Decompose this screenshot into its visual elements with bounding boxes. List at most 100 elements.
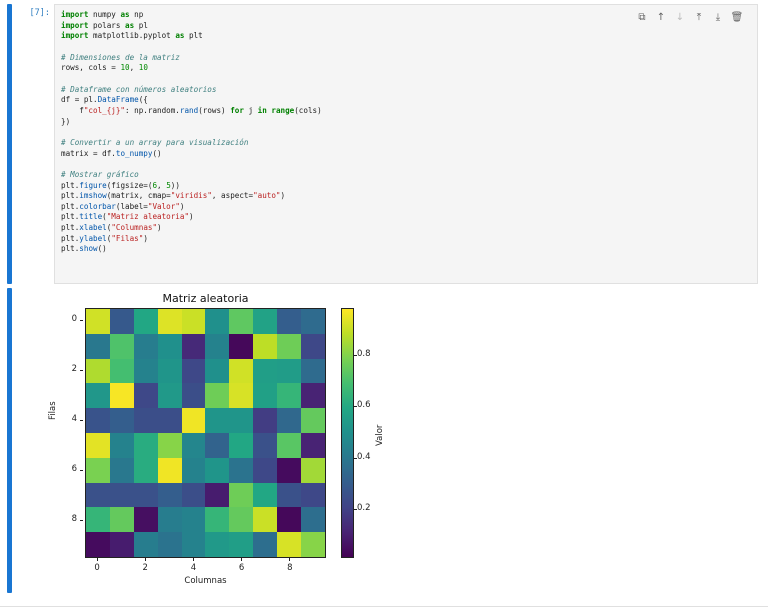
- heatmap-cell: [181, 507, 206, 533]
- heatmap-cell: [205, 408, 230, 433]
- heatmap-cell: [229, 333, 254, 359]
- move-down-icon[interactable]: ↓: [675, 11, 685, 23]
- heatmap-cell: [253, 532, 278, 557]
- x-tick-label: 4: [186, 558, 200, 573]
- heatmap-cell: [86, 432, 110, 458]
- heatmap-cell: [181, 383, 206, 409]
- heatmap-cell: [205, 383, 230, 409]
- y-tick-label: 2: [63, 364, 83, 374]
- delete-cell-icon[interactable]: 🗑: [730, 11, 744, 23]
- code-editor[interactable]: import numpy as np import polars as pl i…: [54, 4, 758, 284]
- heatmap-cell: [86, 333, 110, 359]
- y-tick-label: 0: [63, 314, 83, 324]
- heatmap-cell: [229, 358, 254, 384]
- heatmap-cell: [301, 333, 325, 359]
- heatmap-cell: [157, 482, 182, 508]
- heatmap-cell: [277, 432, 302, 458]
- y-tick-label: 8: [63, 514, 83, 524]
- insert-above-icon[interactable]: ⤒: [696, 11, 702, 23]
- heatmap-cell: [86, 309, 110, 334]
- heatmap-cell: [229, 532, 254, 557]
- heatmap-cell: [253, 482, 278, 508]
- heatmap-cell: [181, 358, 206, 384]
- heatmap-cell: [133, 482, 158, 508]
- insert-below-icon[interactable]: ⤓: [715, 11, 721, 23]
- heatmap-cell: [229, 507, 254, 533]
- heatmap-cell: [109, 507, 134, 533]
- heatmap-cell: [277, 333, 302, 359]
- heatmap-cell: [133, 532, 158, 557]
- colorbar-tick-label: 0.2: [354, 502, 371, 513]
- divider: [0, 606, 768, 607]
- heatmap-cell: [86, 358, 110, 384]
- heatmap-cell: [301, 383, 325, 409]
- heatmap-cell: [109, 457, 134, 483]
- heatmap-cell: [133, 507, 158, 533]
- heatmap-cell: [205, 432, 230, 458]
- heatmap-cell: [133, 333, 158, 359]
- code-text[interactable]: import numpy as np import polars as pl i…: [61, 10, 322, 254]
- move-up-icon[interactable]: ↑: [656, 11, 666, 23]
- heatmap-cell: [301, 457, 325, 483]
- heatmap-cell: [205, 507, 230, 533]
- heatmap-cell: [181, 432, 206, 458]
- heatmap-cell: [181, 532, 206, 557]
- heatmap-cell: [133, 408, 158, 433]
- y-tick-label: 4: [63, 414, 83, 424]
- duplicate-cell-icon[interactable]: ⧉: [638, 11, 646, 23]
- heatmap-cell: [253, 309, 278, 334]
- colorbar-label: Valor: [375, 424, 385, 446]
- x-axis-label: Columnas: [184, 576, 227, 586]
- heatmap-cell: [301, 532, 325, 557]
- heatmap-cell: [86, 532, 110, 557]
- execution-count: [7]:: [29, 8, 50, 18]
- x-tick-label: 8: [283, 558, 297, 573]
- heatmap-cell: [109, 408, 134, 433]
- heatmap-cell: [253, 333, 278, 359]
- heatmap-cell: [133, 358, 158, 384]
- heatmap-cell: [229, 482, 254, 508]
- heatmap-cell: [277, 309, 302, 334]
- heatmap-cell: [109, 482, 134, 508]
- heatmap-cell: [181, 309, 206, 334]
- heatmap-cell: [109, 358, 134, 384]
- heatmap-cell: [205, 457, 230, 483]
- x-tick-label: 0: [90, 558, 104, 573]
- heatmap-cell: [277, 408, 302, 433]
- input-cell-indicator[interactable]: [7, 4, 12, 284]
- x-tick-label: 2: [138, 558, 152, 573]
- heatmap-cell: [133, 457, 158, 483]
- y-tick-label: 6: [63, 464, 83, 474]
- heatmap-cell: [86, 383, 110, 409]
- heatmap-cell: [277, 383, 302, 409]
- heatmap-cell: [253, 432, 278, 458]
- heatmap-cell: [229, 383, 254, 409]
- heatmap-cell: [277, 507, 302, 533]
- heatmap-cell: [205, 309, 230, 334]
- heatmap-cell: [181, 482, 206, 508]
- heatmap-cell: [181, 457, 206, 483]
- colorbar-tick-label: 0.8: [354, 349, 371, 360]
- heatmap-cell: [157, 457, 182, 483]
- heatmap-cell: [133, 432, 158, 458]
- heatmap-cell: [229, 408, 254, 433]
- heatmap-cell: [133, 309, 158, 334]
- heatmap-cell: [253, 507, 278, 533]
- heatmap-cell: [277, 532, 302, 557]
- heatmap-cell: [205, 358, 230, 384]
- heatmap-cell: [109, 432, 134, 458]
- output-cell-indicator[interactable]: [7, 288, 12, 593]
- heatmap-cell: [109, 532, 134, 557]
- heatmap-cell: [157, 358, 182, 384]
- y-axis-label: Filas: [48, 401, 58, 420]
- heatmap-cell: [157, 309, 182, 334]
- plot-title: Matriz aleatoria: [162, 292, 249, 305]
- heatmap-cell: [157, 383, 182, 409]
- heatmap-cell: [157, 408, 182, 433]
- heatmap-cell: [301, 432, 325, 458]
- heatmap-cell: [157, 432, 182, 458]
- heatmap-cell: [277, 482, 302, 508]
- heatmap-cell: [301, 408, 325, 433]
- heatmap-cell: [229, 432, 254, 458]
- cell-toolbar: ⧉ ↑ ↓ ⤒ ⤓ 🗑: [636, 11, 743, 23]
